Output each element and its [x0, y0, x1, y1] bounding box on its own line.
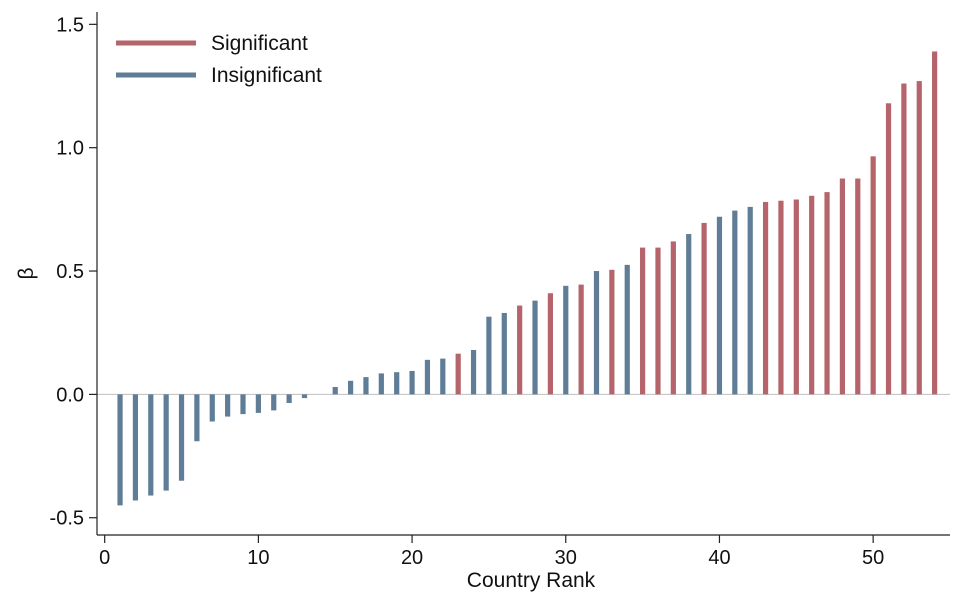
bar-rank-37	[670, 241, 676, 395]
bar-rank-26	[501, 312, 507, 395]
bar-rank-45	[793, 199, 799, 395]
bar-rank-9	[240, 394, 246, 415]
bar-rank-29	[547, 293, 553, 395]
bar-rank-47	[824, 192, 830, 395]
bar-rank-21	[424, 359, 431, 395]
bar-rank-53	[916, 81, 922, 395]
bar-rank-32	[593, 271, 600, 395]
bars-group	[117, 51, 938, 506]
bar-rank-15	[332, 386, 338, 395]
bar-rank-11	[271, 394, 277, 411]
bar-rank-7	[209, 394, 215, 422]
bar-rank-36	[655, 247, 661, 395]
x-ticks-group: 0 10 20 30 40 50	[99, 535, 884, 569]
bar-rank-50	[870, 156, 876, 395]
legend-label-significant: Significant	[211, 32, 308, 55]
y-tick-label: 0.5	[56, 261, 84, 283]
bar-rank-22	[440, 358, 446, 395]
x-axis-title: Country Rank	[467, 569, 596, 592]
bar-rank-38	[686, 234, 692, 395]
legend: Significant Insignificant	[116, 32, 322, 87]
bar-rank-28	[532, 300, 538, 395]
y-ticks-group: -0.5 0.0 0.5 1.0 1.5	[50, 14, 97, 530]
bar-rank-49	[855, 178, 861, 395]
legend-label-insignificant: Insignificant	[211, 64, 322, 87]
bar-rank-48	[839, 178, 846, 395]
y-axis-title: β	[15, 267, 38, 279]
bar-rank-41	[732, 210, 738, 395]
bar-rank-35	[640, 247, 646, 395]
bar-rank-13	[301, 394, 308, 399]
bar-rank-39	[701, 222, 707, 395]
bar-rank-25	[486, 316, 492, 395]
bar-rank-17	[363, 377, 369, 395]
x-tick-label: 30	[555, 547, 577, 569]
x-tick-label: 50	[862, 547, 884, 569]
bar-rank-10	[255, 394, 261, 413]
bar-rank-20	[409, 370, 415, 395]
bar-rank-19	[394, 372, 400, 395]
bar-rank-5	[178, 394, 185, 481]
bar-rank-23	[455, 353, 461, 395]
x-tick-label: 20	[401, 547, 423, 569]
x-tick-label: 10	[247, 547, 269, 569]
bar-rank-33	[609, 269, 615, 395]
bar-rank-40	[716, 216, 723, 395]
bar-rank-18	[378, 373, 384, 395]
bar-rank-44	[778, 200, 784, 395]
bar-rank-27	[517, 305, 523, 395]
y-tick-label: -0.5	[50, 508, 84, 530]
y-tick-label: 1.0	[56, 138, 84, 160]
bar-rank-16	[347, 380, 354, 395]
bar-rank-42	[747, 206, 753, 395]
bar-rank-3	[148, 394, 154, 496]
bar-rank-1	[117, 394, 123, 506]
bar-rank-43	[762, 201, 769, 395]
y-tick-label: 0.0	[56, 384, 84, 406]
bar-rank-34	[624, 264, 630, 395]
bar-rank-4	[163, 394, 169, 491]
bar-rank-8	[225, 394, 231, 417]
y-tick-label: 1.5	[56, 14, 84, 36]
bar-rank-30	[563, 285, 569, 395]
x-tick-label: 0	[99, 547, 110, 569]
bar-rank-12	[286, 394, 292, 404]
bar-rank-51	[885, 103, 892, 395]
bar-rank-52	[901, 83, 907, 395]
bar-rank-6	[194, 394, 200, 442]
bar-rank-2	[132, 394, 139, 501]
bar-rank-46	[809, 195, 815, 395]
bar-rank-24	[470, 349, 477, 395]
bar-rank-54	[932, 51, 938, 395]
bar-rank-31	[578, 284, 584, 395]
x-tick-label: 40	[708, 547, 730, 569]
